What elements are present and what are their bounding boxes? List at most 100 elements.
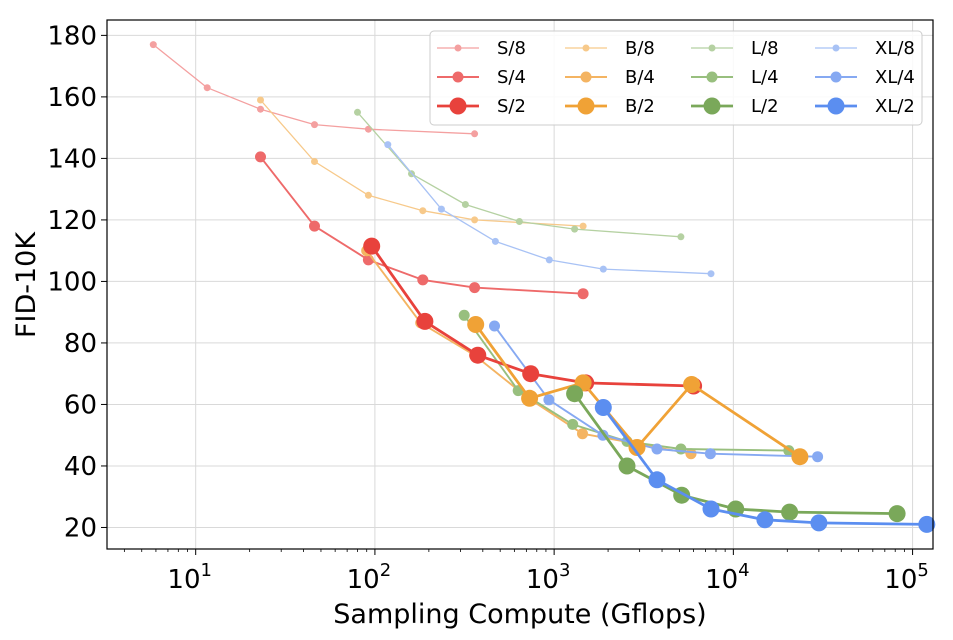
series-b-8 [257,96,587,230]
legend-swatch-marker [454,44,462,52]
x-tick-base: 10 [526,565,559,595]
series-line-l-8 [357,111,681,238]
data-point-b-8 [311,158,318,165]
data-point-xl-4 [489,320,500,332]
series-line-s-8 [152,44,475,135]
data-point-s-4 [309,220,320,232]
x-axis-label: Sampling Compute (Gflops) [333,599,706,630]
x-tick-label: 105 [884,560,929,595]
legend-label-s-2: S/2 [497,96,526,117]
legend-swatch-marker [577,97,595,115]
legend-item-s-8: S/8 [437,38,526,59]
series-line-s-4 [259,156,584,295]
series-s-8 [149,41,479,138]
data-point-s-4 [577,288,589,300]
data-point-xl-2 [702,500,720,518]
data-point-s-8 [311,121,318,129]
data-point-s-2 [522,365,540,383]
series-line-b-8 [260,99,584,227]
data-point-xl-8 [545,256,553,264]
data-point-l-2 [618,457,636,475]
y-tick-label: 80 [64,329,97,359]
legend-label-xl-2: XL/2 [875,96,915,117]
data-point-l-2 [781,503,799,521]
legend-label-l-4: L/4 [751,67,779,88]
legend-label-b-8: B/8 [625,38,655,59]
y-axis-label: FID-10K [11,231,42,338]
y-tick-label: 120 [47,206,97,236]
data-point-b-2 [683,376,701,393]
y-tick-label: 40 [64,452,97,482]
data-point-xl-8 [384,141,392,149]
legend-label-s-8: S/8 [497,38,526,59]
data-point-s-8 [257,105,264,113]
y-tick-label: 100 [47,267,97,297]
data-point-s-8 [149,41,157,49]
x-tick-base: 10 [167,565,200,595]
data-point-xl-2 [648,471,666,489]
series-s-2 [363,237,703,395]
x-tick-base: 10 [884,565,917,595]
data-point-xl-8 [707,270,715,278]
series-line-b-2 [474,323,801,458]
data-point-xl-4 [704,448,716,460]
data-point-b-8 [364,191,372,199]
legend-swatch-marker [452,71,464,83]
y-tick-label: 180 [47,21,97,51]
data-point-s-2 [416,312,434,330]
series-b-4 [361,245,697,460]
plot-frame [106,19,934,550]
y-tick-label: 140 [47,144,97,174]
data-point-b-4 [577,428,588,440]
x-tick-base: 10 [705,565,738,595]
legend-swatch-marker [582,44,590,52]
legend-label-b-4: B/4 [625,67,655,88]
legend-swatch-marker [706,71,718,83]
data-point-s-2 [469,346,487,364]
legend-item-l-4: L/4 [691,67,779,88]
data-point-l-8 [461,201,469,208]
legend-item-l-8: L/8 [691,38,779,59]
x-tick-label: 103 [526,560,571,595]
data-point-l-2 [888,505,906,523]
data-point-xl-2 [756,511,774,529]
legend-swatch-marker [830,71,842,83]
legend-label-l-8: L/8 [751,38,779,59]
data-point-l-8 [571,225,579,233]
data-point-b-8 [471,216,479,224]
data-point-l-2 [566,385,584,403]
legend-label-xl-4: XL/4 [875,67,915,88]
y-axis-ticks: 20 40 60 80 100 120 140 160 180 [47,21,107,543]
data-point-l-8 [515,218,523,225]
data-point-b-2 [791,448,809,466]
legend-item-b-4: B/4 [565,67,655,88]
x-axis-ticks: 101 102 103 104 105 [123,549,929,595]
data-point-b-8 [257,96,264,104]
data-point-b-2 [628,439,646,456]
data-point-b-2 [521,389,539,407]
data-point-xl-8 [491,237,499,245]
data-point-s-8 [471,130,479,138]
legend-item-xl-8: XL/8 [815,38,915,59]
data-point-l-4 [458,309,470,321]
data-point-xl-2 [810,514,828,532]
data-point-l-4 [567,418,579,430]
data-point-s-8 [203,84,211,92]
data-point-xl-4 [651,443,663,455]
legend-swatch-marker [832,44,840,52]
legend-box [429,30,923,126]
legend-swatch-marker [703,97,721,115]
legend-item-b-8: B/8 [565,38,655,59]
x-tick-exponent: 3 [559,560,570,581]
legend-item-s-2: S/2 [437,96,526,117]
legend-item-b-2: B/2 [565,96,655,117]
legend: S/8 S/4 S/2 B/8 B/4 B/2 L/8 L/4 L/2 XL/8 XL/4 XL/2 [429,30,923,126]
x-tick-exponent: 4 [738,560,749,581]
series-s-4 [255,151,589,300]
legend-label-l-2: L/2 [751,96,779,117]
legend-item-s-4: S/4 [437,67,526,88]
legend-swatch-marker [580,71,592,83]
data-point-s-4 [362,254,374,266]
legend-item-xl-2: XL/2 [815,96,915,117]
